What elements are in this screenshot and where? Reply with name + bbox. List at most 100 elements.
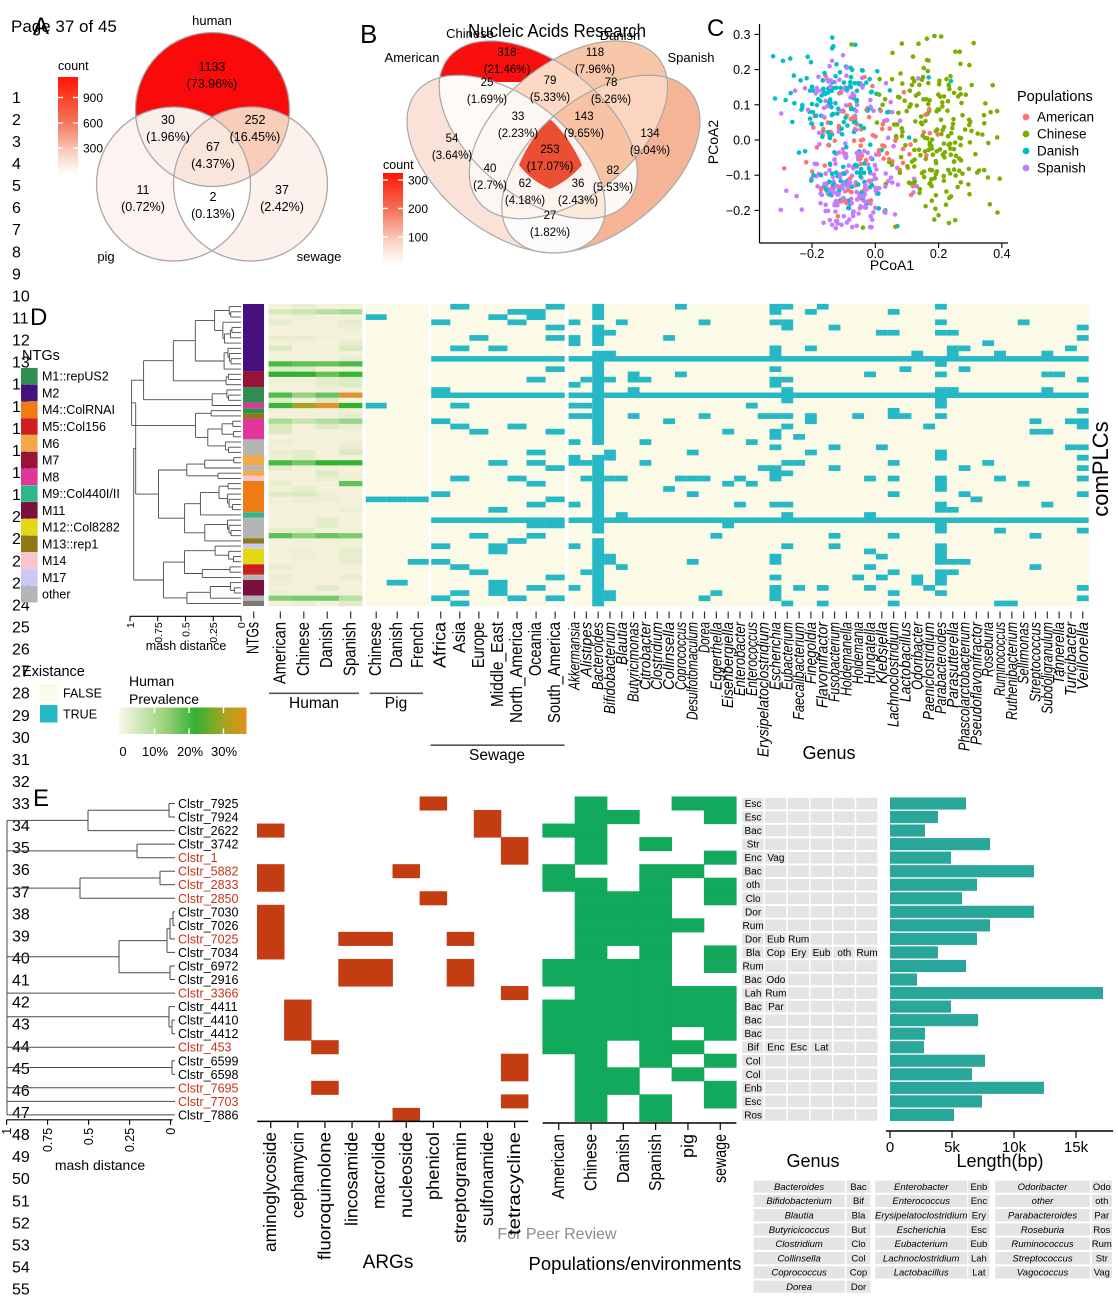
svg-text:Odoribacter: Odoribacter: [909, 621, 926, 690]
svg-text:(9.04%): (9.04%): [630, 145, 670, 157]
svg-text:Clstr_6599: Clstr_6599: [178, 1054, 238, 1068]
svg-text:0: 0: [236, 622, 248, 628]
svg-text:67: 67: [206, 140, 220, 154]
svg-text:1133: 1133: [199, 60, 226, 74]
svg-text:0.25: 0.25: [123, 1128, 137, 1152]
svg-text:20%: 20%: [177, 744, 203, 759]
svg-text:Erysipelatoclostridium: Erysipelatoclostridium: [756, 622, 773, 757]
svg-text:sulfonamide: sulfonamide: [477, 1132, 497, 1226]
svg-text:Esc: Esc: [745, 799, 762, 810]
svg-text:Lactobacillus: Lactobacillus: [898, 622, 915, 702]
svg-text:37: 37: [275, 183, 289, 197]
svg-text:Middle_East: Middle_East: [487, 622, 508, 707]
svg-text:pig: pig: [678, 1134, 698, 1158]
svg-text:Pig: Pig: [385, 695, 407, 712]
svg-text:15k: 15k: [1064, 1139, 1089, 1156]
svg-text:Esc: Esc: [745, 813, 762, 824]
svg-text:Bac: Bac: [744, 826, 761, 837]
svg-text:Vag: Vag: [767, 853, 784, 864]
svg-text:M8: M8: [42, 470, 59, 484]
svg-text:0.0: 0.0: [867, 247, 884, 261]
svg-text:M11: M11: [42, 504, 65, 518]
svg-text:A: A: [33, 13, 49, 40]
svg-text:Clo: Clo: [851, 1239, 865, 1250]
svg-text:American: American: [548, 1134, 568, 1199]
svg-text:27: 27: [544, 210, 557, 222]
svg-text:Eubacterium: Eubacterium: [779, 622, 796, 690]
svg-text:Rum: Rum: [743, 921, 764, 932]
svg-text:(7.96%): (7.96%): [575, 64, 615, 76]
svg-text:Prevalence: Prevalence: [129, 691, 199, 707]
svg-text:Ery: Ery: [791, 948, 806, 959]
svg-text:Citrobacter: Citrobacter: [637, 621, 654, 690]
svg-text:0.25: 0.25: [208, 622, 220, 643]
svg-text:2: 2: [12, 112, 21, 129]
svg-text:Vagococcus: Vagococcus: [1017, 1268, 1069, 1279]
svg-text:other: other: [1032, 1196, 1054, 1207]
svg-text:E: E: [33, 785, 49, 812]
svg-text:M13::rep1: M13::rep1: [42, 537, 98, 551]
svg-text:Rum: Rum: [765, 989, 786, 1000]
svg-text:Subdoligranulum: Subdoligranulum: [1039, 622, 1056, 714]
svg-text:tetracycline: tetracycline: [504, 1132, 524, 1235]
svg-text:40: 40: [12, 951, 30, 968]
svg-text:Clostridium: Clostridium: [649, 622, 666, 690]
svg-text:118: 118: [586, 47, 604, 59]
svg-text:(73.96%): (73.96%): [187, 77, 238, 91]
svg-text:7: 7: [12, 222, 21, 239]
svg-text:Clstr_4411: Clstr_4411: [178, 1000, 238, 1014]
svg-text:Desulfotomaculum: Desulfotomaculum: [685, 622, 702, 720]
svg-text:(0.72%): (0.72%): [121, 200, 165, 214]
svg-text:8: 8: [12, 244, 21, 261]
svg-text:29: 29: [12, 708, 30, 725]
svg-text:Clstr_6972: Clstr_6972: [178, 960, 238, 974]
svg-text:Tannerella: Tannerella: [1051, 622, 1068, 684]
svg-text:Dor: Dor: [745, 907, 762, 918]
svg-text:62: 62: [519, 178, 532, 190]
svg-text:Danish: Danish: [386, 622, 406, 668]
svg-text:Eisenbergiella: Eisenbergiella: [720, 622, 737, 708]
svg-text:Rum: Rum: [857, 948, 878, 959]
svg-text:Escherichia: Escherichia: [897, 1225, 946, 1236]
svg-text:11: 11: [12, 311, 29, 328]
svg-text:39: 39: [12, 929, 30, 946]
svg-text:Clstr_7695: Clstr_7695: [178, 1081, 238, 1095]
svg-text:Populations/environments: Populations/environments: [529, 1253, 742, 1274]
svg-text:Collinsella: Collinsella: [777, 1253, 820, 1264]
svg-text:Odoribacter: Odoribacter: [1018, 1182, 1068, 1193]
svg-text:American: American: [1037, 110, 1094, 125]
svg-text:134: 134: [640, 128, 660, 140]
svg-text:Flavonifractor: Flavonifractor: [815, 621, 832, 708]
svg-text:French: French: [407, 622, 427, 668]
svg-text:Africa: Africa: [430, 622, 450, 668]
svg-text:Clstr_7924: Clstr_7924: [178, 811, 238, 825]
svg-text:37: 37: [12, 884, 30, 901]
svg-text:M1::repUS2: M1::repUS2: [42, 370, 109, 384]
svg-text:(2.7%): (2.7%): [473, 180, 507, 192]
svg-text:Pseudoflavonifractor: Pseudoflavonifractor: [968, 621, 985, 745]
svg-text:Bacteroides: Bacteroides: [774, 1182, 824, 1193]
svg-text:Clstr_6598: Clstr_6598: [178, 1068, 238, 1082]
svg-text:50: 50: [12, 1171, 30, 1188]
svg-text:Bac: Bac: [744, 1016, 761, 1027]
svg-text:Clstr_1: Clstr_1: [178, 851, 218, 865]
svg-text:Turicibacter: Turicibacter: [1063, 621, 1080, 696]
svg-text:Blautia: Blautia: [614, 622, 631, 665]
svg-text:Spanish: Spanish: [668, 50, 715, 65]
svg-text:Enterobacter: Enterobacter: [732, 621, 749, 696]
svg-text:Clostridium: Clostridium: [775, 1239, 823, 1250]
svg-text:30: 30: [161, 113, 175, 127]
svg-text:0: 0: [886, 1139, 894, 1156]
svg-text:C: C: [707, 15, 724, 42]
svg-text:NTGs: NTGs: [22, 348, 60, 364]
svg-text:−0.2: −0.2: [726, 204, 751, 218]
svg-text:253: 253: [540, 144, 559, 156]
svg-text:nucleoside: nucleoside: [396, 1132, 416, 1218]
svg-text:(9.65%): (9.65%): [564, 128, 604, 140]
svg-text:M12::Col8282: M12::Col8282: [42, 521, 120, 535]
svg-text:54: 54: [446, 133, 459, 145]
svg-text:count: count: [58, 59, 89, 73]
svg-text:25: 25: [481, 77, 494, 89]
svg-text:55: 55: [12, 1282, 30, 1299]
svg-text:cephamycin: cephamycin: [287, 1132, 307, 1218]
